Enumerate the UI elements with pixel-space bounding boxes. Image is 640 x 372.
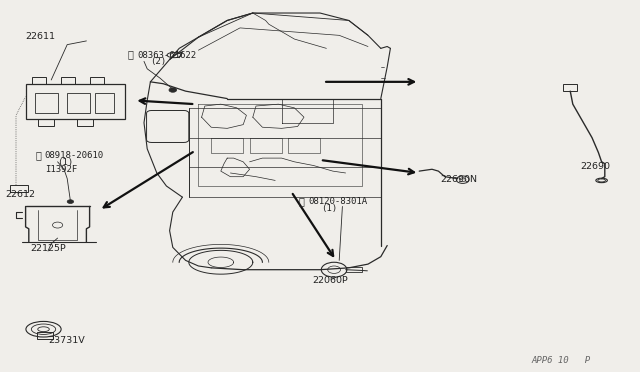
Circle shape	[169, 88, 177, 92]
Bar	[38, 119, 54, 126]
Bar	[10, 185, 28, 192]
Bar	[67, 93, 90, 113]
Text: 22690N: 22690N	[440, 174, 477, 183]
Text: (2): (2)	[150, 57, 166, 66]
Bar	[26, 84, 125, 119]
Bar	[37, 332, 53, 339]
Text: 22611: 22611	[26, 32, 56, 41]
Text: Ⓜ: Ⓜ	[128, 49, 134, 60]
Text: 08120-8301A: 08120-8301A	[308, 197, 367, 206]
Bar	[35, 93, 58, 113]
Text: 08363-61622: 08363-61622	[138, 51, 196, 60]
Text: (1): (1)	[321, 204, 337, 213]
Text: Ⓑ: Ⓑ	[299, 196, 305, 206]
Text: (1): (1)	[58, 158, 74, 167]
Bar	[563, 84, 577, 91]
Text: 22612: 22612	[5, 190, 35, 199]
Text: 08918-20610: 08918-20610	[45, 151, 104, 160]
Bar	[95, 93, 114, 113]
Text: 22125P: 22125P	[31, 244, 67, 253]
Bar	[61, 77, 75, 84]
Text: I1392F: I1392F	[45, 165, 77, 174]
Bar	[32, 77, 46, 84]
Text: 22690: 22690	[580, 162, 610, 171]
Bar	[77, 119, 93, 126]
Text: APP6 10   P: APP6 10 P	[531, 356, 590, 365]
Text: 23731V: 23731V	[48, 336, 84, 345]
Bar	[346, 267, 362, 272]
Circle shape	[67, 200, 74, 203]
Text: 22060P: 22060P	[312, 276, 348, 285]
Bar	[90, 77, 104, 84]
Text: Ⓑ: Ⓑ	[35, 150, 41, 160]
